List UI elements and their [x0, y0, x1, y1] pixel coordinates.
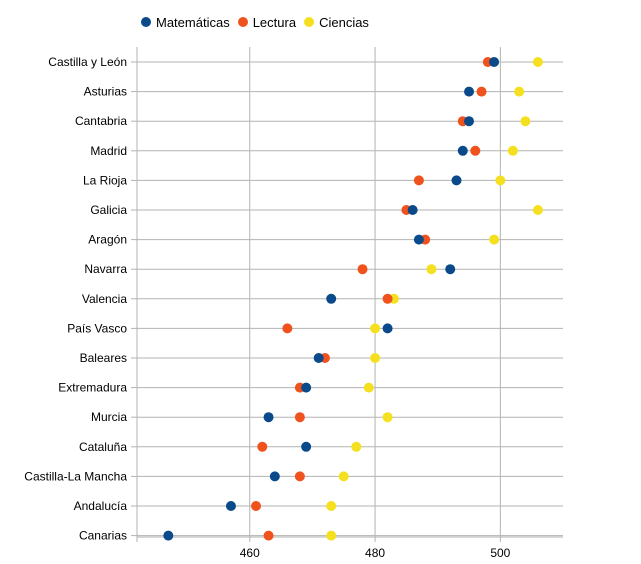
legend-item-lectura: Lectura: [237, 14, 297, 30]
point-lectura-castilla-la-mancha: [294, 471, 305, 482]
point-matematicas-baleares: [313, 353, 324, 363]
category-label-castilla-y-leon: Castilla y León: [48, 55, 127, 69]
point-ciencias-la-rioja: [495, 175, 506, 186]
point-lectura-canarias: [263, 530, 274, 541]
point-lectura-pais-vasco: [282, 323, 293, 334]
category-label-pais-vasco: País Vasco: [67, 321, 127, 335]
point-ciencias-canarias: [326, 530, 337, 541]
point-ciencias-cataluna: [351, 441, 362, 452]
point-ciencias-navarra: [426, 264, 437, 275]
point-matematicas-aragon: [413, 234, 424, 245]
category-label-cataluna: Cataluña: [79, 440, 127, 454]
point-matematicas-canarias: [163, 530, 174, 541]
point-lectura-valencia: [382, 293, 393, 304]
category-label-castilla-la-mancha: Castilla-La Mancha: [24, 469, 127, 483]
point-ciencias-castilla-y-leon: [532, 57, 543, 67]
point-ciencias-aragon: [489, 234, 500, 245]
point-lectura-madrid: [470, 145, 481, 156]
point-ciencias-andalucia: [326, 501, 337, 511]
category-label-galicia: Galicia: [90, 203, 127, 217]
category-label-valencia: Valencia: [82, 292, 127, 306]
point-ciencias-extremadura: [363, 382, 374, 393]
point-matematicas-pais-vasco: [382, 323, 393, 334]
legend-marker-lectura: [237, 17, 248, 27]
legend-item-matematicas: Matemáticas: [141, 15, 230, 30]
point-matematicas-la-rioja: [451, 175, 462, 186]
category-label-navarra: Navarra: [84, 262, 127, 276]
point-matematicas-extremadura: [301, 382, 312, 393]
point-matematicas-cataluna: [301, 441, 312, 452]
point-lectura-navarra: [357, 264, 368, 275]
category-label-baleares: Baleares: [80, 351, 127, 365]
point-matematicas-asturias: [464, 86, 475, 97]
legend-marker-matematicas: [141, 17, 151, 27]
point-ciencias-madrid: [507, 145, 518, 156]
category-label-extremadura: Extremadura: [58, 381, 127, 395]
point-lectura-andalucia: [251, 501, 262, 511]
point-matematicas-castilla-la-mancha: [269, 471, 280, 482]
point-matematicas-murcia: [263, 412, 274, 423]
point-matematicas-navarra: [445, 264, 456, 275]
legend-marker-ciencias: [304, 17, 315, 27]
point-matematicas-valencia: [326, 293, 337, 304]
point-ciencias-galicia: [532, 205, 543, 215]
point-ciencias-baleares: [370, 353, 381, 363]
category-label-murcia: Murcia: [91, 410, 127, 424]
legend-label-lectura: Lectura: [252, 14, 297, 30]
legend-item-ciencias: Ciencias: [304, 15, 369, 30]
point-ciencias-pais-vasco: [370, 323, 381, 334]
point-ciencias-murcia: [382, 412, 393, 423]
category-label-canarias: Canarias: [79, 529, 127, 543]
point-matematicas-galicia: [407, 205, 418, 215]
point-ciencias-cantabria: [520, 116, 531, 127]
point-ciencias-castilla-la-mancha: [338, 471, 349, 482]
point-matematicas-andalucia: [225, 501, 236, 511]
point-lectura-la-rioja: [413, 175, 424, 186]
point-lectura-cataluna: [257, 441, 268, 452]
point-lectura-murcia: [294, 412, 305, 423]
legend-label-ciencias: Ciencias: [319, 14, 369, 30]
category-label-aragon: Aragón: [88, 233, 127, 247]
chart-legend: Matemáticas Lectura Ciencias: [141, 13, 377, 31]
point-matematicas-castilla-y-leon: [489, 57, 500, 67]
category-label-madrid: Madrid: [90, 144, 127, 158]
point-matematicas-madrid: [457, 145, 468, 156]
x-tick-label: 500: [490, 546, 510, 560]
x-tick-label: 480: [365, 546, 385, 560]
point-lectura-asturias: [476, 86, 487, 97]
point-ciencias-asturias: [514, 86, 525, 97]
category-label-cantabria: Cantabria: [75, 114, 127, 128]
category-label-asturias: Asturias: [84, 85, 127, 99]
x-tick-label: 460: [240, 546, 260, 560]
point-matematicas-cantabria: [464, 116, 475, 127]
category-label-la-rioja: La Rioja: [83, 173, 127, 187]
legend-label-matematicas: Matemáticas: [156, 14, 230, 30]
category-label-andalucia: Andalucía: [74, 499, 128, 513]
